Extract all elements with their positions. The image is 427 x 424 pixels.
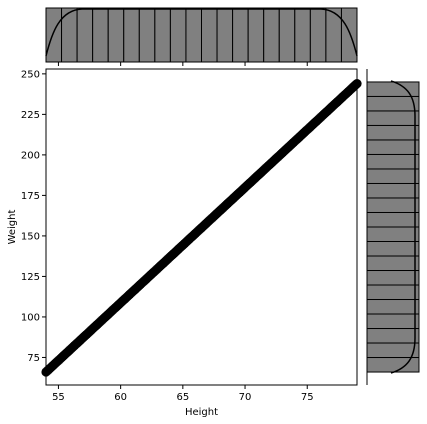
y-tick-label: 225 bbox=[21, 110, 40, 121]
marginal-y-bar bbox=[366, 255, 420, 272]
marginal-y-bar bbox=[366, 299, 420, 315]
marginal-y-bar bbox=[366, 357, 420, 373]
y-axis-label: Weight bbox=[7, 210, 18, 245]
y-tick-label: 150 bbox=[21, 231, 40, 242]
marginal-y-bar bbox=[366, 328, 420, 344]
marginal-x-bar bbox=[340, 7, 358, 63]
scatter-points bbox=[41, 78, 362, 377]
marginal-y-bar bbox=[366, 212, 420, 228]
y-tick-label: 175 bbox=[21, 191, 40, 202]
marginal-y-bar bbox=[366, 139, 420, 155]
marginal-x-bar bbox=[169, 7, 187, 63]
marginal-x-bar bbox=[76, 7, 94, 63]
y-tick-label: 125 bbox=[21, 272, 40, 283]
marginal-x-bar bbox=[278, 7, 296, 63]
marginal-x-kde bbox=[45, 8, 358, 57]
marginal-x-bar bbox=[309, 7, 327, 63]
marginal-y-bar bbox=[366, 197, 420, 213]
marginal-x-bar bbox=[154, 7, 171, 63]
marginal-y-bar bbox=[366, 313, 420, 330]
x-tick-label: 60 bbox=[114, 392, 127, 403]
marginal-x-bar bbox=[45, 7, 63, 63]
marginal-x-bar bbox=[232, 7, 249, 63]
marginal-x-bar bbox=[185, 7, 202, 63]
marginal-x-bar bbox=[123, 7, 140, 63]
y-tick-label: 200 bbox=[21, 150, 40, 161]
marginal-x-bar bbox=[247, 7, 265, 63]
marginal-y-bar bbox=[366, 226, 420, 242]
y-axis-ticks: 75 100 125 150 175 200 225 250 bbox=[21, 69, 46, 364]
marginal-x-bar bbox=[138, 7, 156, 63]
main-scatter-plot: 55 60 65 70 75 75 100 125 150 175 200 225 250 Heigh… bbox=[7, 68, 362, 418]
scatter-point bbox=[352, 78, 362, 89]
marginal-y-bar bbox=[366, 95, 420, 112]
main-plot-frame bbox=[45, 68, 358, 386]
x-tick-label: 65 bbox=[176, 392, 189, 403]
marginal-x-bar bbox=[107, 7, 125, 63]
marginal-y-bar bbox=[366, 284, 420, 301]
x-tick-label: 75 bbox=[301, 392, 314, 403]
marginal-y-bar bbox=[366, 110, 420, 126]
marginal-y-bar bbox=[366, 153, 420, 170]
y-tick-label: 250 bbox=[21, 69, 40, 80]
marginal-y-bar bbox=[366, 124, 420, 141]
marginal-y-bar bbox=[366, 270, 420, 286]
x-tick-label: 70 bbox=[239, 392, 252, 403]
marginal-y-bar bbox=[366, 168, 420, 184]
marginal-y-kde bbox=[390, 80, 416, 374]
marginal-x-bar bbox=[216, 7, 234, 63]
marginal-y-bar bbox=[366, 342, 420, 359]
y-tick-label: 75 bbox=[27, 353, 40, 364]
marginal-x-bar bbox=[294, 7, 311, 63]
marginal-y-bar bbox=[366, 182, 420, 199]
marginal-x-histogram bbox=[45, 7, 358, 66]
x-axis-label: Height bbox=[185, 407, 218, 418]
x-axis-ticks: 55 60 65 70 75 bbox=[52, 385, 314, 403]
marginal-y-histogram bbox=[366, 69, 420, 385]
marginal-x-bar bbox=[201, 7, 218, 63]
marginal-x-bar bbox=[92, 7, 109, 63]
marginal-y-bar bbox=[366, 81, 420, 97]
marginal-y-bar bbox=[366, 241, 420, 257]
y-tick-label: 100 bbox=[21, 312, 40, 323]
marginal-x-bar bbox=[263, 7, 280, 63]
x-tick-label: 55 bbox=[52, 392, 65, 403]
